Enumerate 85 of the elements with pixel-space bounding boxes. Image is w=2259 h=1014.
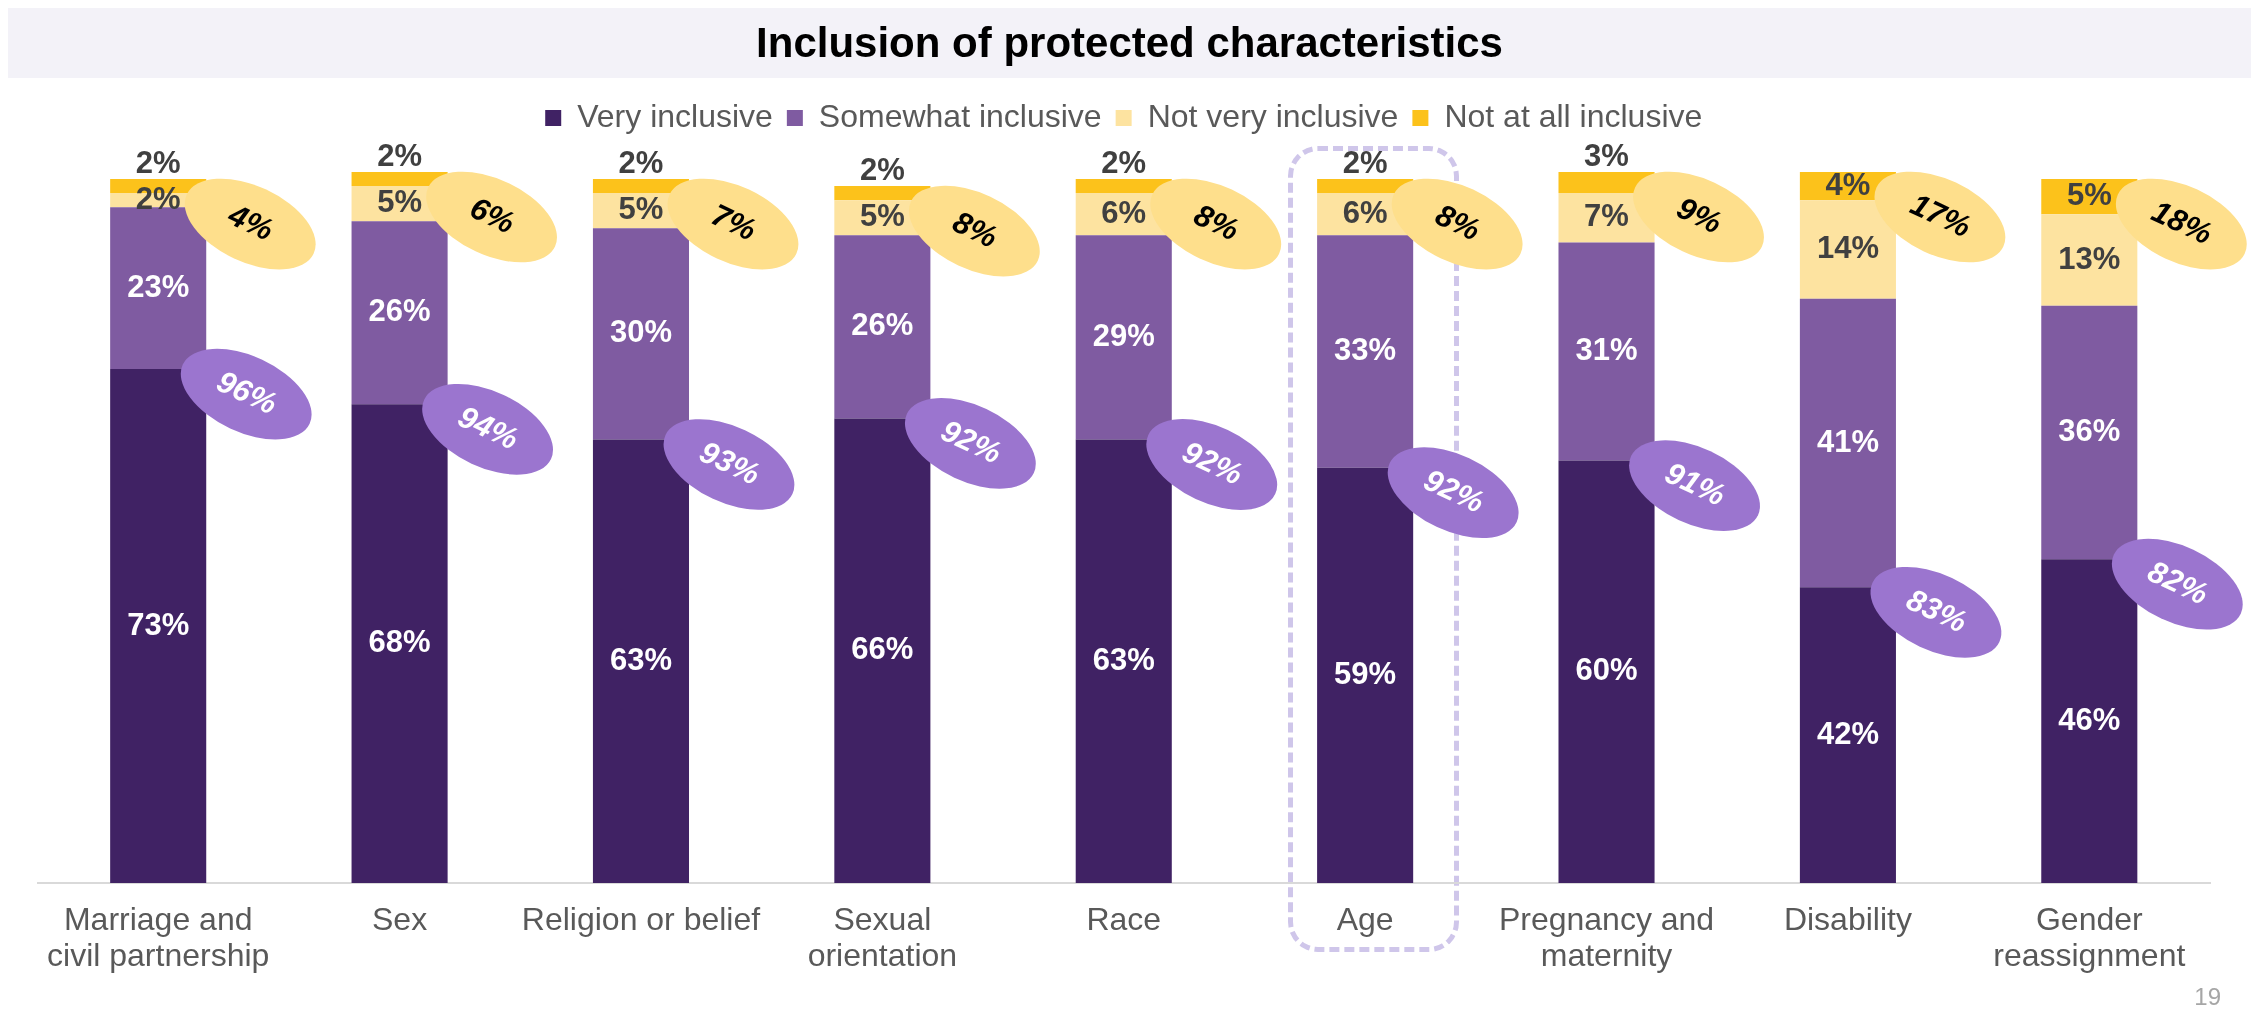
legend-label: Somewhat inclusive [818,97,1102,134]
data-label: 6% [1101,194,1147,230]
annotation: 7% [706,196,762,248]
data-label: 73% [127,606,190,642]
data-label: 30% [609,314,672,350]
annotation: 83% [1901,581,1973,640]
bar [351,221,448,405]
chart-title: Inclusion of protected characteristics [8,8,2251,78]
data-label: 63% [609,641,672,677]
data-label: 6% [1342,194,1388,230]
data-label: 66% [851,631,914,667]
data-label: 23% [127,268,190,304]
data-label: 41% [1816,423,1879,459]
bar [1799,298,1896,588]
data-label: 7% [1584,198,1629,234]
annotation: 92% [935,412,1007,471]
data-label: 5% [377,184,422,220]
annotation: 93% [694,433,766,492]
data-label: 63% [1092,641,1155,677]
data-label: 2% [1342,144,1388,180]
annotation: 91% [1659,454,1731,513]
bar [2041,559,2138,883]
x-tick-label: Sex [372,900,428,937]
annotation: 17% [1905,186,1977,245]
data-label: 3% [1584,137,1629,173]
bar [1075,235,1172,440]
annotation: 82% [2142,553,2214,612]
x-tick-label: Marriage and civil partnership [47,900,270,973]
annotation: 4% [222,196,279,248]
annotation: 92% [1418,461,1490,520]
bar [2041,305,2138,560]
data-label: 36% [2058,413,2121,449]
data-label: 2% [1101,144,1147,180]
legend-label: Not at all inclusive [1444,97,1703,134]
data-label: 5% [2066,177,2112,213]
data-label: 59% [1334,655,1397,691]
bar [110,369,207,883]
legend-label: Very inclusive [577,97,773,134]
bar [1317,235,1414,468]
annotation: 94% [452,398,524,457]
data-label: 2% [377,137,422,173]
data-label: 31% [1575,332,1638,368]
bar [1558,242,1655,461]
annotation: 8% [947,203,1003,255]
data-label: 42% [1816,715,1879,751]
x-tick-label: Religion or belief [521,900,761,937]
x-tick-label: Age [1336,900,1394,937]
annotation: 18% [2146,193,2218,252]
bar [592,439,690,883]
data-label: 2% [859,151,905,187]
data-label: 46% [2058,701,2121,737]
data-label: 26% [851,307,914,343]
bar [834,418,931,883]
data-label: 68% [368,624,431,660]
bar [1799,587,1896,883]
annotation: 9% [1671,189,1728,241]
data-label: 4% [1825,166,1871,202]
x-tick-label: Disability [1783,900,1912,937]
data-label: 29% [1092,317,1155,353]
x-tick-label: Pregnancy and maternity [1498,900,1715,973]
bar [1317,467,1414,883]
data-label: 33% [1334,332,1397,368]
bar [834,235,931,419]
annotation: 92% [1177,433,1249,492]
x-tick-label: Sexual orientation [807,900,958,973]
bar [1558,460,1655,883]
bar [1075,439,1172,883]
data-label: 60% [1575,652,1638,688]
annotation: 8% [1188,196,1245,248]
data-label: 2% [135,144,181,180]
data-label: 26% [368,293,431,329]
legend-label: Not very inclusive [1147,97,1399,134]
x-tick-label: Gender reassignment [1993,900,2186,973]
annotation: 8% [1430,196,1486,248]
data-label: 5% [618,191,664,227]
bar [351,404,448,883]
x-tick-label: Race [1086,900,1162,937]
annotation: 6% [464,189,521,241]
data-label: 5% [859,198,905,234]
bar [592,228,690,440]
text: 19 [2194,983,2221,1010]
annotation: 96% [211,363,283,422]
data-label: 14% [1816,229,1879,265]
data-label: 13% [2058,240,2121,276]
data-label: 2% [618,144,664,180]
